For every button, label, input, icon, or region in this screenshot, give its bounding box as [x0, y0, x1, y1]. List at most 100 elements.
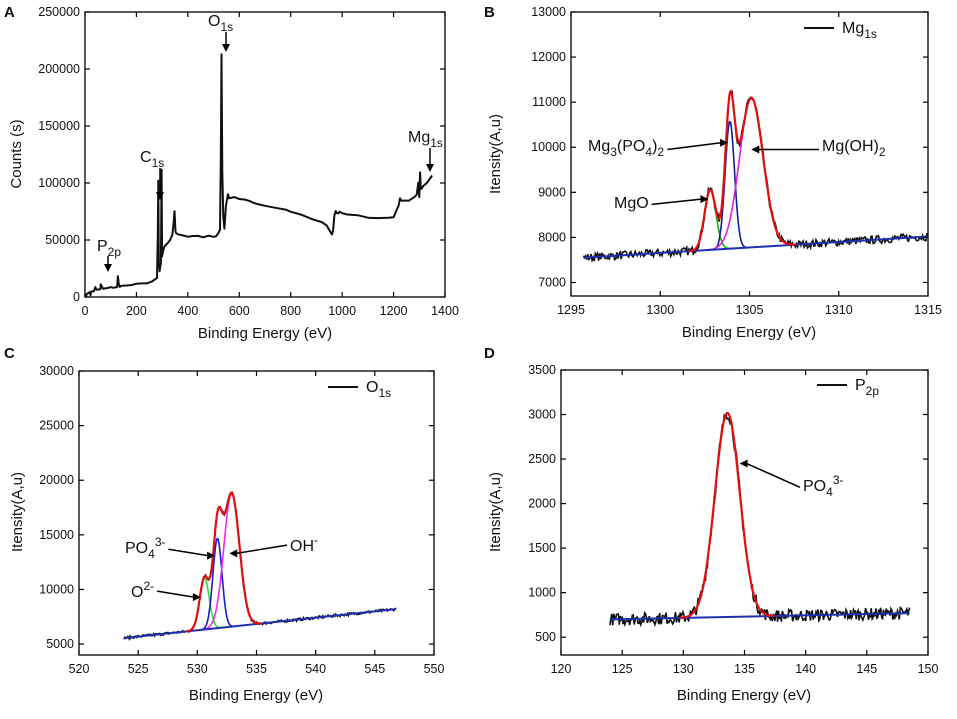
- panel-a-survey-spectrum: A Binding Energy (eV) Counts (s) 0 200 400…: [4, 4, 459, 342]
- y-tick-label: 3500: [528, 363, 556, 377]
- raw-data-line: [582, 90, 929, 264]
- x-tick-label: 600: [229, 304, 250, 318]
- x-tick-label: 400: [177, 304, 198, 318]
- x-tick-label: 1315: [914, 303, 942, 317]
- envelope-fit-line: [679, 411, 775, 619]
- label-fragment: Mg: [842, 20, 864, 37]
- panel-letter: A: [4, 4, 15, 21]
- x-tick-label: 130: [673, 662, 694, 676]
- label-fragment: Mg: [408, 129, 430, 146]
- label-fragment: 1s: [864, 27, 877, 41]
- x-tick-label: 525: [128, 662, 149, 676]
- x-tick-label: 140: [795, 662, 816, 676]
- plot-area: [84, 53, 433, 298]
- peak-arrow-head: [426, 164, 434, 172]
- plot-frame: [84, 11, 446, 298]
- y-tick-label: 9000: [538, 185, 566, 199]
- component-arrow-head: [192, 593, 201, 602]
- y-tick-label: 50000: [45, 233, 80, 247]
- x-tick-label: 540: [305, 662, 326, 676]
- label-fragment: 2p: [866, 384, 880, 398]
- peak-label: C1s: [140, 149, 164, 170]
- label-fragment: 2: [879, 145, 886, 159]
- y-tick-label: 20000: [39, 473, 74, 487]
- x-tick-label: 550: [424, 662, 445, 676]
- x-tick-label: 1295: [557, 303, 585, 317]
- y-tick-label: 200000: [38, 62, 80, 76]
- survey-line: [84, 53, 433, 298]
- label-fragment: 2: [657, 145, 664, 159]
- component-arrow: [236, 544, 288, 555]
- x-tick-label: 520: [69, 662, 90, 676]
- panel-c-o1s-spectrum: C Binding Energy (eV) Itensity(A,u) 520 5…: [4, 345, 444, 704]
- y-tick-label: 150000: [38, 119, 80, 133]
- label-fragment: 1s: [220, 20, 233, 34]
- peak-label: O1s: [208, 13, 233, 34]
- plot-area: [123, 490, 397, 642]
- component-label: Mg(OH)2: [822, 138, 886, 159]
- panel-letter: B: [484, 4, 495, 21]
- label-fragment: 1s: [152, 156, 165, 170]
- y-tick-label: 2500: [528, 452, 556, 466]
- raw-data-line: [609, 413, 911, 628]
- label-fragment: 4: [826, 485, 833, 499]
- envelope-fit-line: [186, 491, 262, 633]
- component-peak: [711, 120, 748, 251]
- label-fragment: P: [97, 238, 108, 255]
- y-tick-label: 500: [535, 630, 556, 644]
- x-tick-label: 145: [856, 662, 877, 676]
- label-fragment: 2-: [143, 579, 154, 593]
- y-tick-label: 11000: [532, 95, 566, 109]
- label-fragment: (PO: [617, 138, 645, 155]
- component-arrow: [168, 548, 209, 557]
- component-arrow: [651, 198, 702, 206]
- label-fragment: 3: [610, 145, 617, 159]
- x-tick-label: 1400: [431, 304, 459, 318]
- label-fragment: O: [131, 584, 143, 601]
- plot-area: [609, 411, 911, 628]
- x-axis-title: Binding Energy (eV): [198, 325, 332, 342]
- label-fragment: O: [208, 13, 220, 30]
- y-tick-label: 8000: [538, 230, 566, 244]
- component-arrow-head: [751, 145, 760, 154]
- label-fragment: 3-: [155, 535, 166, 549]
- component-label: O2-: [131, 579, 154, 601]
- panel-letter: C: [4, 345, 15, 362]
- component-peak: [200, 537, 235, 631]
- raw-data-line: [123, 490, 397, 642]
- legend-label: O1s: [366, 379, 391, 400]
- label-fragment: -: [314, 533, 318, 547]
- y-tick-label: 5000: [46, 637, 74, 651]
- x-tick-label: 150: [918, 662, 939, 676]
- y-tick-label: 250000: [38, 5, 80, 19]
- peak-arrow-head: [156, 192, 164, 200]
- component-arrow-head: [207, 551, 216, 560]
- panel-d-p2p-spectrum: D Binding Energy (eV) Itensity(A,u) 120 1…: [484, 345, 938, 704]
- y-tick-label: 25000: [39, 419, 74, 433]
- label-fragment: 1s: [378, 386, 391, 400]
- peak-label: Mg1s: [408, 129, 443, 150]
- label-fragment: C: [140, 149, 152, 166]
- x-axis-title: Binding Energy (eV): [677, 687, 811, 704]
- panel-letter: D: [484, 345, 495, 362]
- label-fragment: ): [652, 138, 657, 155]
- background-line: [609, 612, 910, 621]
- label-fragment: 4: [148, 547, 155, 561]
- legend-label: Mg1s: [842, 20, 877, 41]
- x-tick-label: 125: [612, 662, 633, 676]
- component-arrow-head: [720, 138, 729, 147]
- x-tick-label: 1310: [825, 303, 853, 317]
- label-fragment: O: [366, 379, 378, 396]
- y-axis-title: Itensity(A,u): [9, 472, 26, 552]
- plot-frame: [560, 369, 929, 656]
- x-tick-label: 1305: [736, 303, 764, 317]
- x-tick-label: 800: [280, 304, 301, 318]
- x-tick-label: 135: [734, 662, 755, 676]
- y-tick-label: 1500: [528, 541, 556, 555]
- plot-area: [582, 89, 929, 264]
- peak-arrow-head: [104, 264, 112, 272]
- y-tick-label: 3000: [528, 408, 556, 422]
- component-label: Mg3(PO4)2: [588, 138, 664, 159]
- x-tick-label: 200: [126, 304, 147, 318]
